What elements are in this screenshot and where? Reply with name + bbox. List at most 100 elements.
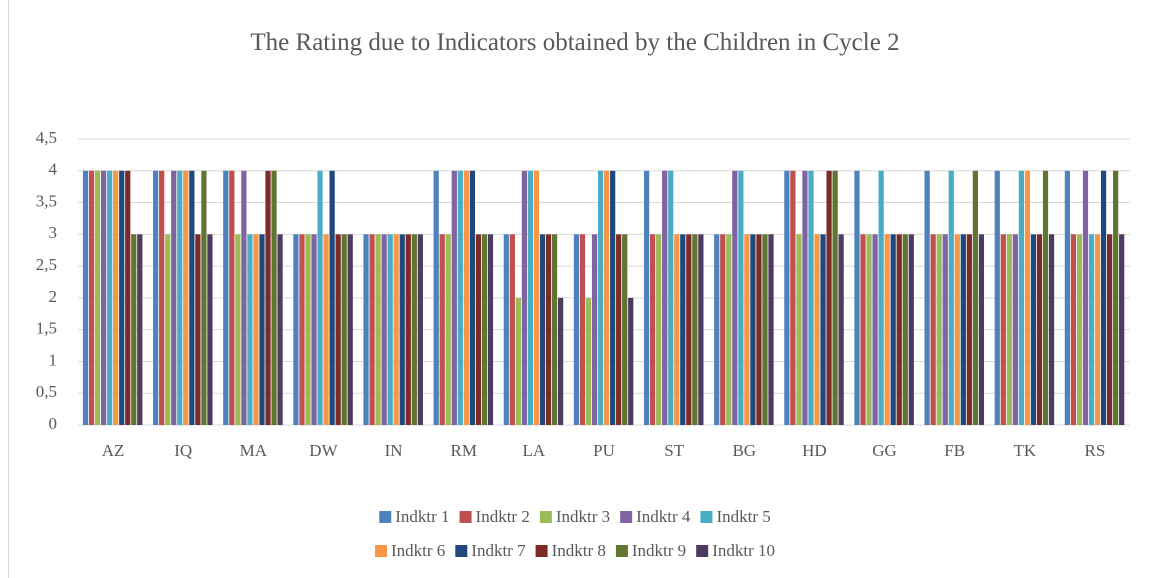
bar [832,170,838,425]
bar [686,234,692,425]
bar [579,234,586,425]
bar [399,234,405,425]
bar [878,170,884,425]
x-tick-label: LA [523,441,546,460]
bar [1006,234,1012,425]
bar [662,170,668,425]
chart-title: The Rating due to Indicators obtained by… [250,29,900,56]
bar [235,234,241,425]
bar [784,170,790,425]
bar [954,234,960,425]
bar [189,170,195,425]
legend-label: Indktr 7 [471,541,526,560]
bar [539,234,546,425]
bar [393,234,399,425]
bar [107,170,113,425]
x-tick-label: MA [240,441,268,460]
bar [790,170,796,425]
bar [1113,170,1119,425]
bar [259,234,265,425]
x-tick-label: IQ [174,441,192,460]
bar [475,234,482,425]
bar [247,234,253,425]
bar [750,234,756,425]
y-tick-label: 0 [49,414,58,433]
bar [113,170,119,425]
bar [277,234,283,425]
legend-swatch [615,545,628,557]
bar [796,234,802,425]
bar [692,234,698,425]
legend-label: Indktr 1 [395,507,449,526]
bar [165,234,171,425]
bar [616,234,622,425]
bar [872,234,878,425]
bar [643,170,650,425]
bar [171,170,177,425]
bar [908,234,914,425]
bar [924,170,930,425]
bar [299,234,305,425]
legend-swatch [700,511,713,523]
bar [1000,234,1006,425]
bar [159,170,165,425]
bar [94,170,101,425]
bar [241,170,247,425]
bar [293,234,299,425]
x-tick-label: RM [450,441,476,460]
bar [1012,234,1018,425]
bar [305,234,311,425]
x-tick-label: DW [309,441,338,460]
bar [557,297,564,425]
bar [1036,234,1043,425]
bar [88,170,95,425]
x-tick-label: BG [732,441,756,460]
bar [808,170,814,425]
bar [515,297,522,425]
bar [960,234,966,425]
legend-swatch [535,545,548,557]
bar [838,234,844,425]
bar [884,234,890,425]
legend-label: Indktr 8 [552,541,606,560]
bar [445,234,451,425]
bar [521,170,528,425]
bar [698,234,704,425]
bar [469,170,475,425]
bar [311,234,317,425]
bar [668,170,674,425]
bar [451,170,457,425]
bar [1106,234,1113,425]
bar [610,170,616,425]
bar [363,234,369,425]
bar [1024,170,1031,425]
bar [341,234,347,425]
bar [405,234,411,425]
bar [411,234,417,425]
x-tick-label: GG [872,441,897,460]
bar [201,170,207,425]
bar [978,234,985,425]
x-tick-label: IN [385,441,403,460]
legend-label: Indktr 4 [636,507,691,526]
bar [375,234,381,425]
bar [902,234,908,425]
bar [265,170,271,425]
legend-swatch [379,511,392,523]
bar [573,234,580,425]
bar [1100,170,1107,425]
legend-swatch [455,545,468,557]
bar [439,234,445,425]
legend-swatch [696,545,709,557]
bar [551,234,558,425]
bar [195,234,201,425]
bar [726,234,732,425]
bar [533,170,540,425]
bar [1076,234,1083,425]
bar [714,234,720,425]
bar [1119,234,1125,425]
bar [604,170,610,425]
x-tick-label: HD [802,441,827,460]
bar [866,234,872,425]
